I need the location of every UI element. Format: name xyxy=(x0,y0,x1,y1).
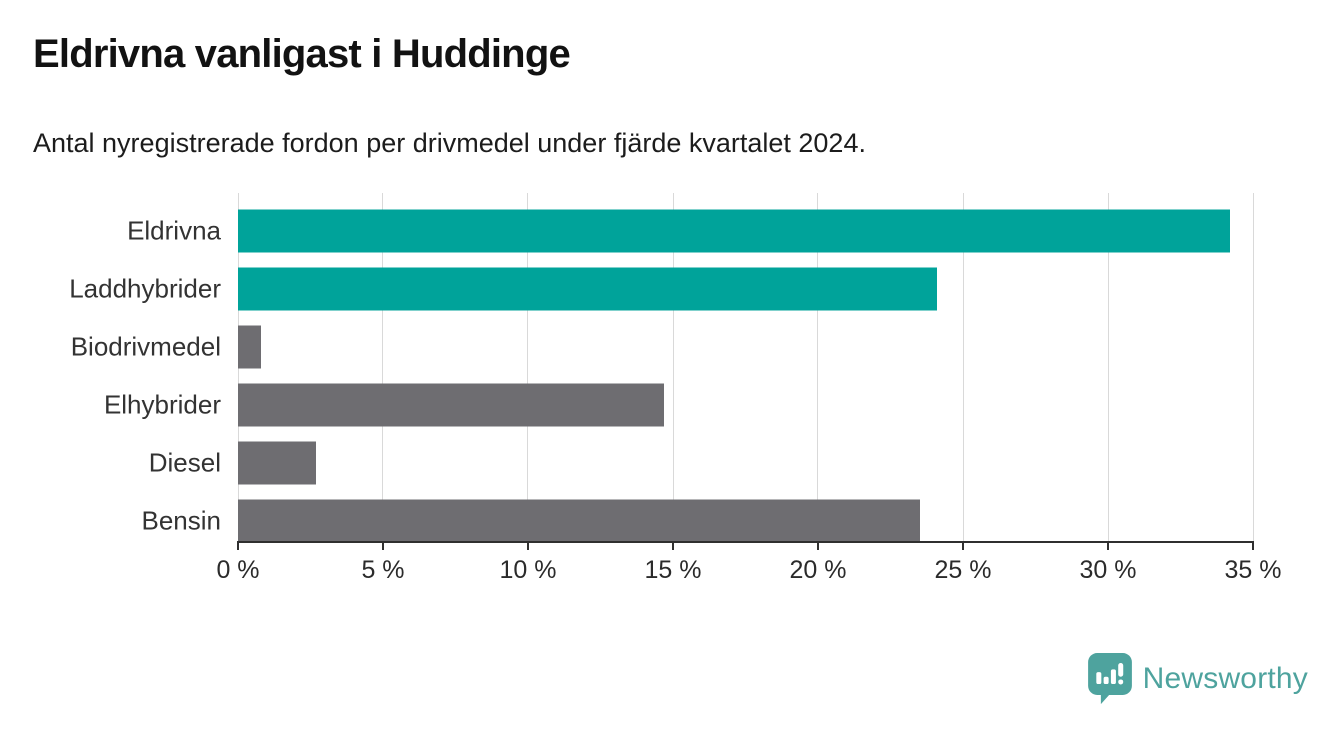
gridline xyxy=(527,193,529,541)
x-axis-tick-label: 10 % xyxy=(499,556,557,584)
x-axis-tick-mark xyxy=(817,541,819,550)
x-axis-tick-mark xyxy=(962,541,964,550)
x-axis-tick-mark xyxy=(382,541,384,550)
x-axis-tick-mark xyxy=(672,541,674,550)
x-axis-tick-label: 20 % xyxy=(789,556,847,584)
category-label: Eldrivna xyxy=(127,215,221,246)
gridline xyxy=(382,193,384,541)
newsworthy-logo-icon xyxy=(1087,653,1132,705)
gridline xyxy=(1252,193,1254,541)
bar-row: Eldrivna xyxy=(127,202,1253,260)
bar xyxy=(238,441,317,485)
bar-row: Diesel xyxy=(149,434,1253,492)
x-axis-tick-mark xyxy=(237,541,239,550)
category-label: Bensin xyxy=(141,505,222,536)
bar-row: Bensin xyxy=(142,492,1253,550)
x-axis-tick-mark xyxy=(1252,541,1254,550)
newsworthy-logo: Newsworthy xyxy=(1087,653,1308,705)
plot-area: 0 % 5 % 10 % 15 % 20 % 25 % 30 % 35 % Eldrivna La… xyxy=(69,193,1281,584)
x-axis-line xyxy=(238,541,1254,543)
chart-subtitle: Antal nyregistrerade fordon per drivmede… xyxy=(33,128,866,158)
x-axis-tick-label: 35 % xyxy=(1224,556,1282,584)
bar-row: Elhybrider xyxy=(104,376,1253,434)
category-label: Laddhybrider xyxy=(69,273,221,304)
chart-title: Eldrivna vanligast i Huddinge xyxy=(33,32,571,76)
gridline xyxy=(962,193,964,541)
gridline xyxy=(817,193,819,541)
bar xyxy=(238,325,262,369)
category-label: Diesel xyxy=(148,447,221,478)
x-axis-tick-label: 25 % xyxy=(934,556,992,584)
bar-row: Laddhybrider xyxy=(69,260,1253,318)
newsworthy-brand-text: Newsworthy xyxy=(1142,662,1308,695)
bar xyxy=(238,267,937,311)
x-axis-tick-mark xyxy=(1107,541,1109,550)
bar-row: Biodrivmedel xyxy=(71,318,1253,376)
x-axis-tick-label: 15 % xyxy=(644,556,702,584)
x-axis-tick-label: 0 % xyxy=(216,556,260,584)
bar xyxy=(238,383,665,427)
x-axis-tick-mark xyxy=(527,541,529,550)
bar xyxy=(238,209,1230,253)
bar xyxy=(238,499,920,543)
category-label: Elhybrider xyxy=(103,389,221,420)
x-axis-tick-label: 30 % xyxy=(1079,556,1137,584)
gridline xyxy=(1107,193,1109,541)
category-label: Biodrivmedel xyxy=(70,331,221,362)
x-axis-tick-label: 5 % xyxy=(361,556,405,584)
gridline xyxy=(672,193,674,541)
